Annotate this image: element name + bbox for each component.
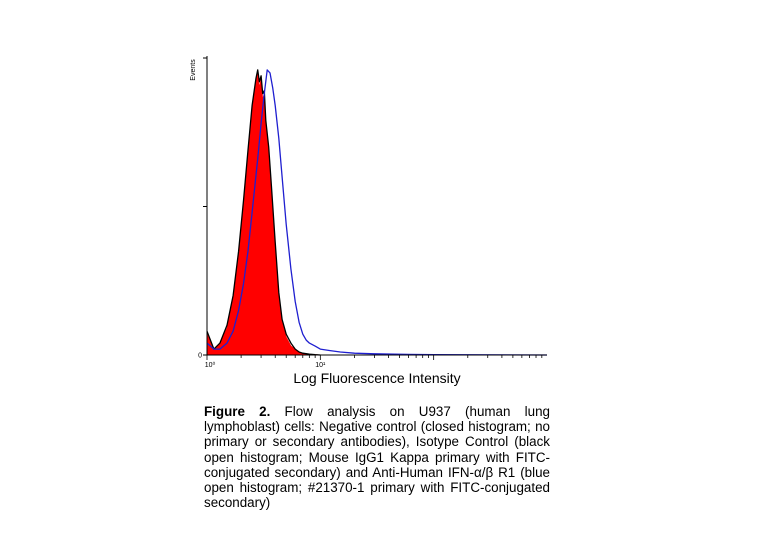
histogram-series-3 (206, 69, 548, 356)
axes (206, 56, 547, 356)
y-axis-title: Events (190, 59, 197, 81)
plot-area (206, 69, 548, 356)
x-tick-label-1: 10¹ (315, 362, 326, 369)
caption-figure-number: Figure 2. (204, 404, 271, 419)
y-tick-label-0: 0 (198, 353, 202, 360)
caption-text: Flow analysis on U937 (human lung lympho… (204, 404, 550, 511)
x-tick-label-0: 10⁰ (205, 361, 216, 369)
x-axis-title: Log Fluorescence Intensity (293, 370, 461, 386)
figure-caption: Figure 2. Flow analysis on U937 (human l… (204, 404, 550, 510)
histogram-series-1 (206, 72, 321, 356)
